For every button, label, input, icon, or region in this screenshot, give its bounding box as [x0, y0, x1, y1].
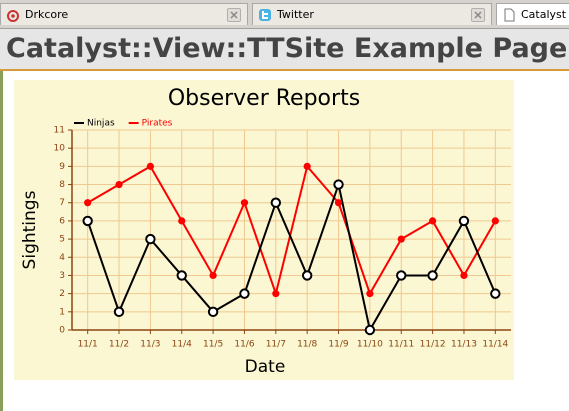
tab[interactable]: Drkcore [0, 3, 248, 25]
x-tick-label: 11/9 [328, 340, 348, 350]
data-point [396, 270, 407, 281]
tab-close[interactable] [471, 8, 485, 22]
data-point [333, 179, 344, 190]
y-tick-label: 0 [59, 326, 65, 336]
tab-label: Twitter [277, 8, 314, 21]
page-header: Catalyst::View::TTSite Example Page [0, 29, 569, 71]
y-tick-label: 11 [54, 126, 65, 136]
data-point [209, 271, 217, 280]
x-tick-label: 11/5 [203, 340, 223, 350]
x-tick-label: 11/4 [172, 340, 192, 350]
y-tick-label: 7 [59, 198, 65, 208]
y-tick-label: 8 [59, 180, 65, 190]
data-point [176, 270, 187, 281]
y-tick-label: 10 [54, 144, 66, 154]
data-point [301, 270, 313, 281]
y-tick-label: 6 [59, 216, 65, 226]
data-point [397, 235, 405, 243]
data-point [240, 199, 249, 207]
series-line [87, 164, 497, 298]
x-tick-label: 11/6 [234, 340, 254, 350]
y-tick-label: 5 [59, 235, 65, 245]
x-tick-label: 11/11 [388, 340, 414, 350]
x-tick-label: 11/12 [420, 340, 446, 350]
chart: Observer Reports Date Sightings 0 1 2 3 4 5 6 7… [14, 80, 514, 380]
tab-label: Drkcore [25, 8, 69, 21]
y-tick-label: 9 [59, 162, 65, 172]
data-point [303, 162, 311, 170]
x-tick-label: 11/10 [357, 340, 383, 350]
data-point [334, 199, 343, 207]
series-line [86, 180, 497, 333]
data-point [145, 233, 156, 245]
x-tick-label: 11/14 [482, 340, 508, 350]
x-tick-label: 11/8 [297, 340, 317, 350]
tab-close[interactable] [227, 8, 241, 22]
data-point [239, 288, 250, 299]
tab-icon [7, 10, 19, 22]
data-point [113, 306, 125, 318]
left-border [0, 71, 3, 411]
data-point [366, 290, 374, 298]
x-tick-label: 11/3 [140, 340, 160, 350]
data-point [270, 197, 282, 208]
data-point [491, 217, 499, 225]
data-point [427, 270, 438, 281]
x-tick-label: 11/2 [109, 340, 129, 350]
data-point [178, 217, 186, 225]
y-axis-label: Sightings [20, 190, 40, 269]
x-tick-label: 11/13 [451, 340, 477, 350]
data-point [364, 324, 376, 336]
tab-bar: Drkcore Twitter Catalyst [0, 0, 569, 29]
y-tick-label: 1 [59, 307, 65, 317]
page-title: Catalyst::View::TTSite Example Page [6, 33, 568, 64]
data-point [272, 290, 280, 298]
legend-label: Pirates [142, 119, 173, 129]
legend-label: Ninjas [87, 119, 115, 129]
data-point [146, 162, 154, 170]
tab-icon [504, 8, 515, 22]
data-point [490, 288, 501, 299]
tab[interactable]: Catalyst [496, 3, 569, 25]
chart-title: Observer Reports [168, 86, 360, 111]
y-tick-label: 3 [59, 271, 65, 281]
tab-icon [259, 9, 271, 21]
x-tick-label: 11/7 [266, 340, 286, 350]
data-point [207, 306, 219, 318]
tab-label: Catalyst [521, 8, 567, 21]
data-point [82, 215, 93, 227]
x-axis-label: Date [245, 357, 286, 377]
data-point [84, 199, 92, 207]
data-point [115, 180, 123, 189]
y-tick-label: 4 [59, 253, 65, 263]
data-point [460, 271, 468, 280]
data-point [458, 215, 470, 227]
data-point [429, 217, 437, 225]
tab[interactable]: Twitter [252, 3, 492, 25]
y-tick-label: 2 [59, 289, 65, 299]
x-tick-label: 11/1 [78, 340, 98, 350]
